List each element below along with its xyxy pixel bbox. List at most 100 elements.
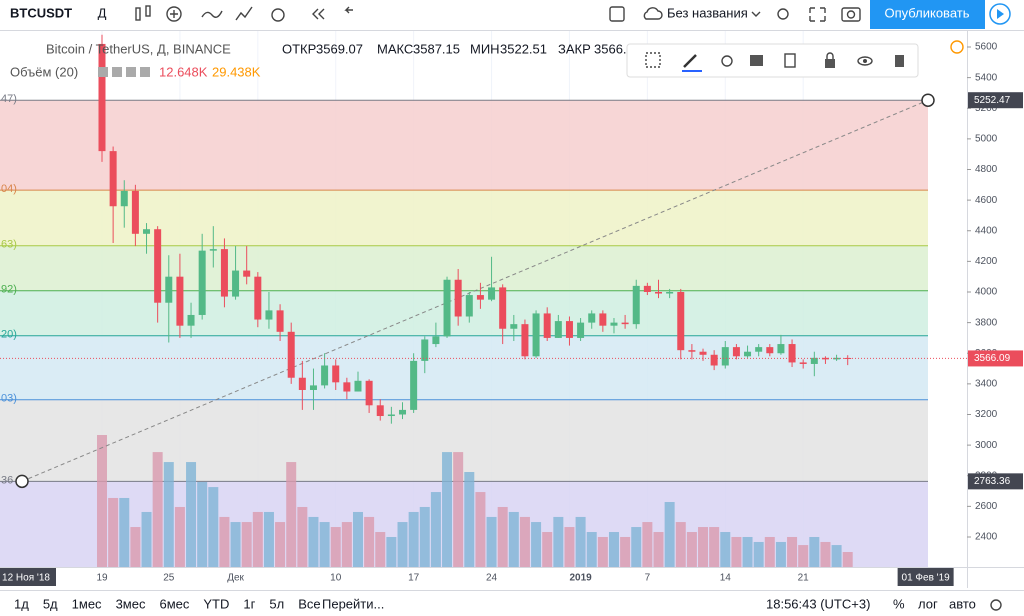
percent-toggle[interactable]: %: [893, 596, 905, 611]
volume-bar: [720, 532, 731, 567]
candle-body: [109, 151, 117, 207]
candle-body: [632, 285, 640, 325]
volume-bar: [419, 506, 430, 567]
volume-bar: [152, 452, 163, 567]
play-button[interactable]: [989, 3, 1011, 25]
volume-bar: [653, 532, 664, 567]
range-button[interactable]: Все: [298, 596, 320, 611]
candle-body: [443, 279, 451, 337]
symbol[interactable]: BTCUSDT: [10, 5, 72, 20]
candle-body: [488, 287, 496, 300]
drawing-toolbar: [626, 43, 919, 78]
volume-bar: [197, 481, 208, 567]
range-button[interactable]: YTD: [203, 596, 229, 611]
volume-bar: [508, 511, 519, 567]
candle-body: [287, 331, 295, 378]
volume-bar: [753, 541, 764, 567]
range-button[interactable]: 3мес: [116, 596, 146, 611]
candle-body: [643, 285, 651, 292]
range-button[interactable]: 1г: [243, 596, 255, 611]
volume-bar: [809, 536, 820, 567]
volume-bar: [263, 511, 274, 567]
candle-body: [321, 365, 329, 386]
legend-title: Bitcoin / TetherUS, Д, BINANCE: [46, 41, 231, 56]
settings-icon[interactable]: [990, 599, 1002, 611]
volume-bar: [842, 551, 853, 567]
candle-body: [187, 314, 195, 326]
toolbar: [0, 0, 1024, 30]
range-button[interactable]: 5д: [43, 596, 58, 611]
fib-band: [0, 190, 928, 246]
range-button[interactable]: 1мес: [72, 596, 102, 611]
range-button[interactable]: 1д: [14, 596, 29, 611]
candle-body: [721, 347, 729, 366]
x-tick-label: 2019: [569, 573, 592, 584]
fib-label: 03): [1, 393, 17, 405]
volume-bar: [831, 545, 842, 567]
legend-value: 3587.15: [413, 41, 460, 56]
volume-ma: 29.438K: [212, 64, 261, 79]
legend-value: 3569.07: [316, 41, 363, 56]
layout-name[interactable]: Без названия: [667, 5, 748, 20]
volume-bar: [297, 506, 308, 567]
toolbar-icons: [135, 5, 861, 22]
candle-body: [298, 377, 306, 390]
candle-body: [655, 291, 662, 294]
candle-body: [309, 385, 317, 390]
volume-bar: [219, 516, 230, 567]
publish-button[interactable]: [870, 0, 985, 29]
price-badge: [968, 473, 1023, 490]
candle-body: [588, 313, 596, 323]
volume-bar: [675, 522, 686, 567]
volume-bar: [787, 536, 798, 567]
x-tick-label: 01 Фев '19: [902, 573, 951, 584]
y-tick-label: 3800: [975, 317, 998, 328]
volume-title: Объём (20): [10, 64, 78, 79]
candle-body: [666, 291, 674, 294]
candle-body: [454, 279, 462, 317]
auto-toggle[interactable]: авто: [949, 596, 976, 611]
candle-body: [198, 250, 206, 315]
candle-body: [599, 313, 607, 326]
volume-bar: [775, 541, 786, 567]
anchor[interactable]: [921, 93, 935, 107]
candle-body: [176, 276, 184, 326]
candle-body: [833, 357, 841, 360]
volume-bar: [731, 536, 742, 567]
plot: 47) 04) 63) 92) 20) 03) 36: [0, 31, 967, 567]
fib-trend: [21, 99, 929, 482]
icon[interactable]: [112, 67, 122, 77]
x-tick-label: Дек: [227, 573, 244, 584]
candle-body: [699, 351, 707, 355]
anchor[interactable]: [15, 474, 29, 489]
goto[interactable]: Перейти...: [322, 596, 384, 611]
y-tick-label: 3200: [975, 409, 998, 420]
range-button[interactable]: 5л: [269, 596, 284, 611]
volume-bar: [375, 532, 386, 567]
candle-body: [621, 322, 629, 325]
icon[interactable]: [126, 67, 136, 77]
volume-bar: [108, 497, 119, 567]
legend-label: ОТКР: [282, 41, 316, 56]
fib-label: 63): [1, 239, 17, 251]
candle-body: [154, 229, 162, 303]
candle-body: [209, 249, 217, 251]
warning-icon[interactable]: [950, 40, 964, 54]
volume-bar: [275, 522, 286, 567]
candle-body: [755, 347, 763, 352]
x-tick-label: 21: [798, 573, 810, 584]
y-tick-label: 4800: [975, 164, 998, 175]
price-badge-label: 3566.09: [974, 353, 1011, 364]
volume-bar: [542, 532, 553, 567]
price-badge-label: 2763.36: [974, 476, 1011, 487]
publish-label[interactable]: Опубликовать: [884, 5, 969, 20]
log-toggle[interactable]: лог: [918, 596, 938, 611]
icon[interactable]: [140, 67, 150, 77]
candle-body: [565, 321, 573, 338]
interval[interactable]: Д: [98, 5, 107, 20]
icon[interactable]: [98, 67, 108, 77]
volume-bar: [564, 527, 575, 567]
volume-bar: [442, 452, 453, 567]
range-button[interactable]: 6мес: [159, 596, 189, 611]
